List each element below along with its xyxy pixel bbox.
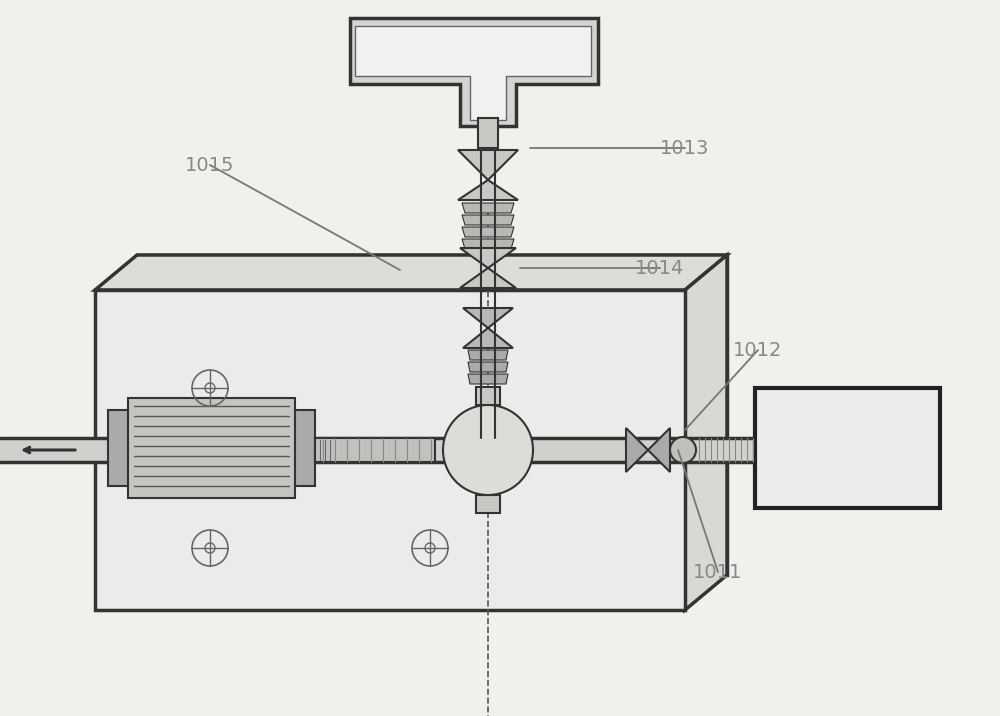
- Polygon shape: [315, 438, 337, 462]
- Polygon shape: [478, 118, 498, 148]
- Polygon shape: [128, 398, 295, 498]
- Text: 1013: 1013: [660, 138, 710, 158]
- Polygon shape: [458, 180, 518, 200]
- Polygon shape: [462, 215, 514, 225]
- Polygon shape: [468, 374, 508, 384]
- Text: 1012: 1012: [733, 341, 783, 359]
- Text: 1011: 1011: [693, 563, 743, 581]
- Polygon shape: [476, 387, 500, 405]
- Polygon shape: [476, 495, 500, 513]
- Polygon shape: [460, 268, 516, 288]
- Polygon shape: [350, 18, 598, 126]
- Circle shape: [670, 437, 696, 463]
- Polygon shape: [95, 255, 727, 290]
- Polygon shape: [462, 239, 514, 249]
- Polygon shape: [95, 290, 685, 610]
- Polygon shape: [460, 248, 516, 268]
- Text: 1015: 1015: [185, 155, 235, 175]
- Polygon shape: [463, 308, 513, 328]
- Polygon shape: [462, 203, 514, 213]
- Polygon shape: [755, 388, 940, 508]
- Polygon shape: [0, 438, 800, 462]
- Polygon shape: [108, 410, 128, 486]
- Polygon shape: [458, 150, 518, 180]
- Text: 1014: 1014: [635, 258, 685, 278]
- Polygon shape: [355, 26, 591, 120]
- Polygon shape: [463, 328, 513, 348]
- Polygon shape: [468, 362, 508, 372]
- Polygon shape: [295, 410, 315, 486]
- Polygon shape: [468, 350, 508, 360]
- Polygon shape: [462, 227, 514, 237]
- Polygon shape: [648, 428, 670, 472]
- Circle shape: [443, 405, 533, 495]
- Polygon shape: [137, 255, 727, 575]
- Polygon shape: [315, 438, 435, 462]
- Polygon shape: [685, 255, 727, 610]
- Polygon shape: [626, 428, 648, 472]
